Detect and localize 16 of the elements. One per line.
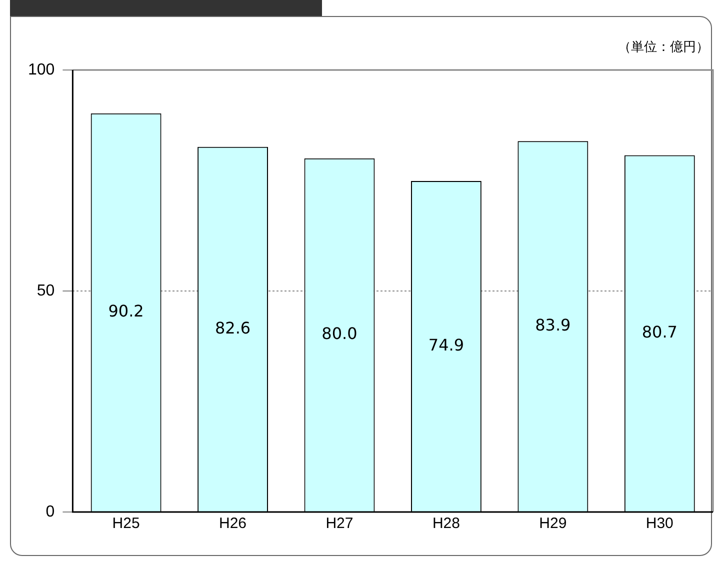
x-tick-label: H28 [432,515,460,532]
data-label: 83.9 [535,316,571,335]
text: （単位：億円） [618,39,709,56]
y-tick-label: 0 [46,503,55,520]
x-tick-label: H27 [326,515,354,532]
y-tick-label: 50 [36,282,55,300]
data-label: 90.2 [108,302,144,321]
x-tick-label: H29 [539,515,567,532]
data-label: 74.9 [428,335,464,354]
data-label: 82.6 [214,318,251,338]
x-tick-label: H25 [112,515,140,532]
y-tick-label: 100 [28,61,55,78]
data-label: 80.7 [642,322,678,342]
x-tick-label: H30 [646,515,674,532]
data-label: 80.0 [322,324,358,344]
x-tick-label: H26 [219,515,247,532]
